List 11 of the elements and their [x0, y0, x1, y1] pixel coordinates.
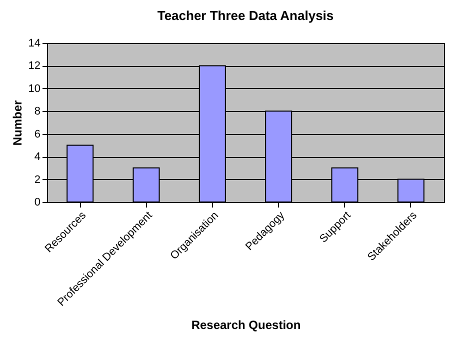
y-tick-label: 12: [28, 60, 40, 72]
y-tick-label: 4: [34, 151, 40, 164]
chart-title: Teacher Three Data Analysis: [157, 8, 334, 23]
y-tick-label: 8: [34, 106, 40, 118]
y-tick-label: 0: [34, 196, 40, 208]
y-tick-label: 2: [34, 174, 40, 186]
y-tick-label: 14: [28, 38, 40, 50]
y-tick-label: 10: [28, 82, 40, 95]
y-axis-title: Number: [10, 100, 24, 146]
y-tick-label: 6: [34, 128, 40, 140]
x-axis-title: Research Question: [191, 318, 301, 332]
